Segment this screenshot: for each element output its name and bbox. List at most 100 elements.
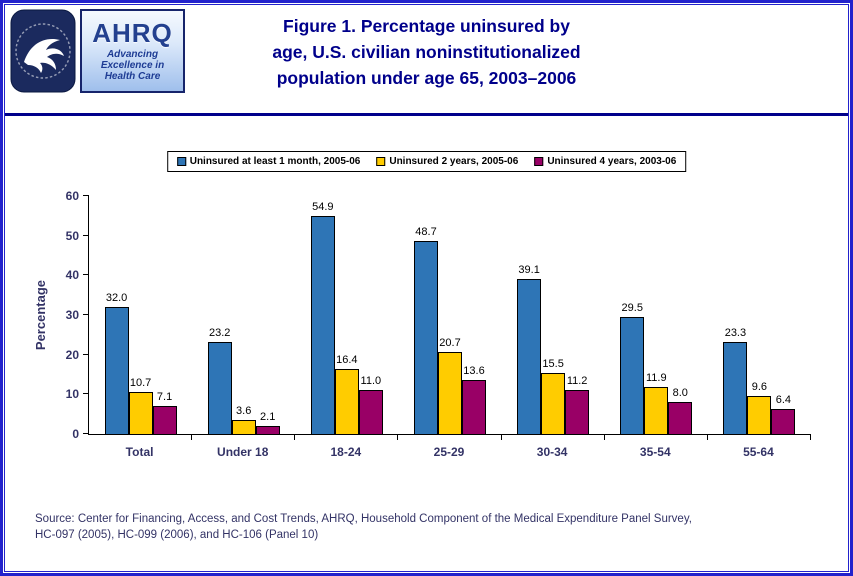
bar-value-label: 6.4	[775, 393, 792, 406]
bar-group: 23.2 3.6 2.1	[192, 196, 296, 440]
bar-slot: 16.4	[334, 196, 359, 434]
x-tick	[191, 434, 193, 440]
y-axis-title: Percentage	[33, 196, 48, 434]
y-tick-label: 0	[72, 427, 79, 441]
bar-slot: 6.4	[771, 196, 796, 434]
bar-value-label: 8.0	[672, 387, 688, 400]
bar-slot: 29.5	[620, 196, 645, 434]
category-label: 30-34	[536, 445, 568, 459]
bar	[437, 351, 462, 434]
bar	[128, 391, 153, 434]
bar-group: 23.3 9.6 6.4	[708, 196, 811, 440]
source-line: HC-097 (2005), HC-099 (2006), and HC-106…	[35, 529, 319, 541]
bar-slot: 11.0	[358, 196, 383, 434]
bar-group: 54.9 16.4 11.0	[295, 196, 399, 440]
y-tick-label: 40	[65, 268, 79, 283]
bar-group: 48.7 20.7 13.6	[398, 196, 502, 440]
bar	[644, 386, 669, 434]
y-tick-label: 10	[65, 387, 79, 402]
source-note: Source: Center for Financing, Access, an…	[35, 511, 828, 543]
y-tick	[83, 274, 89, 276]
ahrq-logo-acronym: AHRQ	[92, 18, 173, 48]
bar	[255, 425, 280, 434]
bar-slot: 32.0	[104, 196, 129, 434]
bar	[334, 368, 359, 434]
category-label: 25-29	[433, 445, 465, 459]
bar	[620, 316, 645, 434]
bar-slot: 23.3	[723, 196, 748, 434]
y-tick-label: 60	[65, 189, 79, 203]
bar	[565, 389, 590, 434]
bar-slot: 3.6	[231, 196, 256, 434]
ahrq-logo-tagline: Advancing Excellence in Health Care	[101, 49, 164, 82]
bar-value-label: 16.4	[336, 353, 358, 366]
bar-value-label: 15.5	[542, 357, 564, 370]
category-label: 35-54	[639, 445, 671, 459]
bar-group: 29.5 11.9 8.0	[605, 196, 708, 440]
bar-value-label: 10.7	[129, 376, 152, 389]
y-tick-label: 20	[65, 347, 79, 362]
bar-group: 32.0 10.7 7.1	[89, 196, 193, 440]
legend-item: Uninsured 4 years, 2003-06	[534, 156, 676, 167]
legend-swatch-icon	[376, 157, 386, 166]
source-line: Source: Center for Financing, Access, an…	[35, 513, 692, 525]
figure-frame: AHRQ Advancing Excellence in Health Care…	[4, 4, 849, 572]
bar-value-label: 7.1	[156, 390, 173, 403]
category-label: Total	[125, 445, 154, 459]
x-tick	[500, 434, 502, 440]
bar-slot: 39.1	[517, 196, 542, 434]
bar	[413, 240, 438, 434]
y-tick	[83, 393, 89, 395]
bar-slot: 15.5	[541, 196, 566, 434]
legend-label: Uninsured 4 years, 2003-06	[547, 156, 677, 167]
plot-area: 32.0 10.7 7.1 23.2 3.6 2.1 54.9 16.4 11.0 48.7 20.…	[66, 189, 811, 441]
bar-value-label: 29.5	[621, 301, 643, 314]
x-tick	[706, 434, 708, 440]
bar	[104, 307, 129, 434]
page-title: Figure 1. Percentage uninsured by age, U…	[5, 13, 848, 91]
category-label: 18-24	[330, 445, 362, 459]
bar-slot: 11.9	[644, 196, 669, 434]
x-tick	[809, 434, 811, 440]
bar-value-label: 32.0	[105, 292, 128, 305]
x-tick	[294, 434, 296, 440]
bar-slot: 20.7	[437, 196, 462, 434]
page-title-line: Figure 1. Percentage uninsured by	[283, 16, 570, 36]
page-title-line: age, U.S. civilian noninstitutionalized	[272, 42, 581, 62]
bar-slot: 54.9	[310, 196, 335, 434]
x-tick	[397, 434, 399, 440]
ahrq-tagline-line: Health Care	[104, 71, 161, 82]
y-tick	[83, 353, 89, 355]
bar-value-label: 11.0	[360, 375, 382, 388]
bar-groups: 32.0 10.7 7.1 23.2 3.6 2.1 54.9 16.4 11.0 48.7 20.…	[89, 196, 811, 440]
bar-group: 39.1 15.5 11.2	[502, 196, 605, 440]
bar	[747, 395, 772, 434]
y-tick-label: 50	[65, 228, 79, 243]
bar-value-label: 9.6	[751, 380, 768, 393]
bar-slot: 8.0	[668, 196, 693, 434]
ahrq-logo: AHRQ Advancing Excellence in Health Care	[80, 9, 185, 93]
y-tick-label: 30	[65, 308, 79, 322]
bar-slot: 13.6	[461, 196, 486, 434]
bar-value-label: 2.1	[260, 410, 276, 423]
legend-label: Uninsured 2 years, 2005-06	[389, 156, 519, 167]
bar	[668, 402, 693, 434]
ahrq-tagline-line: Advancing	[106, 49, 159, 60]
bar-slot: 9.6	[747, 196, 772, 434]
bar	[231, 419, 256, 434]
bar	[207, 341, 232, 434]
legend-label: Uninsured at least 1 month, 2005-06	[189, 156, 361, 167]
bar-value-label: 11.2	[566, 374, 588, 387]
bar-value-label: 54.9	[312, 201, 334, 214]
y-tick	[83, 314, 89, 315]
category-label: 55-64	[743, 445, 774, 459]
bar	[358, 390, 383, 434]
bar	[461, 380, 486, 434]
bar	[310, 216, 335, 434]
bar	[517, 278, 542, 434]
bar-slot: 23.2	[207, 196, 232, 434]
bar-value-label: 48.7	[415, 225, 437, 238]
legend-item: Uninsured 2 years, 2005-06	[376, 156, 518, 167]
y-tick	[83, 195, 89, 196]
